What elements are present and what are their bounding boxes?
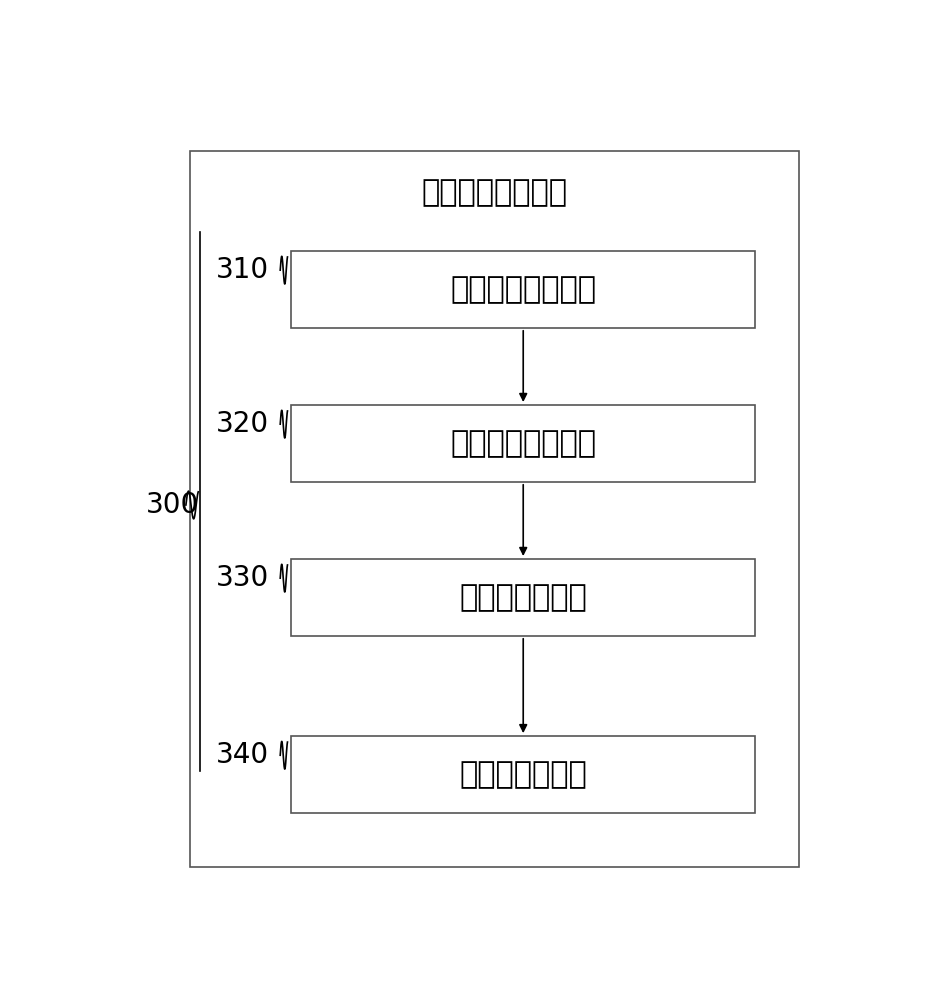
Text: 310: 310 [216, 256, 270, 284]
Text: 因素指标打分模块: 因素指标打分模块 [450, 275, 596, 304]
FancyBboxPatch shape [291, 559, 755, 636]
Text: 特征值计算模块: 特征值计算模块 [460, 583, 587, 612]
Text: 权重信息确定模块: 权重信息确定模块 [421, 179, 567, 208]
Text: 判别矩阵构建模块: 判别矩阵构建模块 [450, 429, 596, 458]
Text: 一致性检验模块: 一致性检验模块 [460, 760, 587, 789]
FancyBboxPatch shape [291, 405, 755, 482]
Text: 340: 340 [216, 741, 270, 769]
Text: 320: 320 [216, 410, 270, 438]
FancyBboxPatch shape [190, 151, 799, 867]
Text: 330: 330 [216, 564, 270, 592]
FancyBboxPatch shape [291, 251, 755, 328]
Text: 300: 300 [146, 491, 199, 519]
FancyBboxPatch shape [291, 736, 755, 813]
